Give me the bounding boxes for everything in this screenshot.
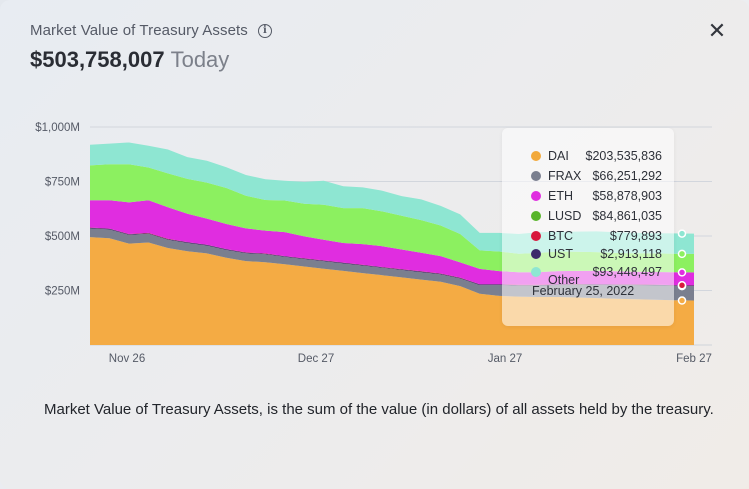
x-tick-label: Feb 27 <box>676 353 712 365</box>
legend-dot-icon <box>531 191 541 201</box>
tooltip-asset-value: $84,861,035 <box>592 209 662 223</box>
y-tick-label: $750M <box>45 177 80 189</box>
legend-dot-icon <box>531 211 541 221</box>
y-tick-label: $500M <box>45 231 80 243</box>
x-tick-label: Nov 26 <box>109 353 145 365</box>
hover-point-btc <box>677 281 687 290</box>
legend-dot-icon <box>531 171 541 181</box>
tooltip-asset-value: $66,251,292 <box>592 169 662 183</box>
tooltip-asset-name: FRAX <box>548 169 582 183</box>
info-icon[interactable]: i <box>257 23 272 38</box>
tooltip-asset-value: $203,535,836 <box>585 149 662 163</box>
legend-dot-icon <box>531 231 541 241</box>
chart-tooltip: February 25, 2022 DAI $203,535,836 FRAX $66… <box>502 128 674 326</box>
tooltip-row-ust: UST $2,913,118 <box>531 246 662 262</box>
chart-description: Market Value of Treasury Assets, is the … <box>44 401 714 418</box>
hover-point-other <box>677 229 687 238</box>
page-title: Market Value of Treasury Assets <box>30 22 248 39</box>
tooltip-asset-name: Other <box>548 273 580 287</box>
y-tick-label: $250M <box>45 286 80 298</box>
tooltip-row-other: Other $93,448,497 <box>531 264 662 287</box>
tooltip-row-btc: BTC $779,893 <box>531 228 662 244</box>
legend-dot-icon <box>531 249 541 259</box>
tooltip-row-dai: DAI $203,535,836 <box>531 148 662 164</box>
tooltip-asset-name: LUSD <box>548 209 582 223</box>
x-tick-label: Dec 27 <box>298 353 334 365</box>
tooltip-row-frax: FRAX $66,251,292 <box>531 168 662 184</box>
x-tick-label: Jan 27 <box>488 353 523 365</box>
today-label: Today <box>170 47 230 72</box>
tooltip-asset-name: DAI <box>548 149 569 163</box>
legend-dot-icon <box>531 151 541 161</box>
area-series-lusd[interactable] <box>90 164 694 273</box>
tooltip-asset-value: $779,893 <box>609 229 662 243</box>
area-series-other[interactable] <box>90 142 694 254</box>
tooltip-row-lusd: LUSD $84,861,035 <box>531 208 662 224</box>
close-icon[interactable]: ✕ <box>707 18 727 43</box>
tooltip-asset-value: $93,448,497 <box>592 265 662 279</box>
tooltip-asset-name: ETH <box>548 189 573 203</box>
y-tick-label: $1,000M <box>35 122 80 134</box>
tooltip-asset-value: $2,913,118 <box>600 247 662 261</box>
hover-point-dai <box>677 296 687 305</box>
title-row: Market Value of Treasury Assets i <box>30 22 272 39</box>
total-value: $503,758,007 <box>30 47 165 72</box>
modal-header: Market Value of Treasury Assets i $503,7… <box>30 22 272 73</box>
tooltip-asset-value: $58,878,903 <box>592 189 662 203</box>
tooltip-asset-name: BTC <box>548 229 573 243</box>
hover-point-eth <box>677 268 687 277</box>
tooltip-asset-name: UST <box>548 247 573 261</box>
tooltip-row-eth: ETH $58,878,903 <box>531 188 662 204</box>
tooltip-date: February 25, 2022 <box>532 284 635 298</box>
hover-point-lusd <box>677 249 687 259</box>
legend-dot-icon <box>531 267 541 277</box>
value-row: $503,758,007 Today <box>30 47 272 73</box>
